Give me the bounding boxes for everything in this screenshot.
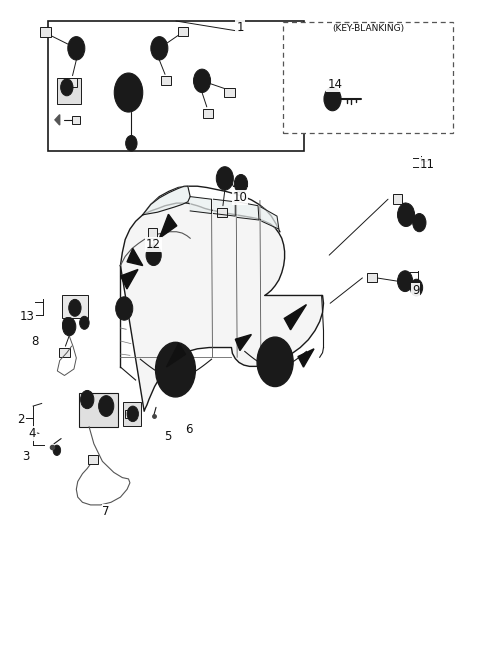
Circle shape <box>114 73 143 112</box>
Bar <box>48 21 304 151</box>
Circle shape <box>402 277 408 285</box>
Circle shape <box>67 323 72 331</box>
Text: 4: 4 <box>28 427 36 440</box>
Circle shape <box>151 251 156 259</box>
Circle shape <box>413 213 426 232</box>
Bar <box>59 348 70 358</box>
Circle shape <box>161 350 190 389</box>
Polygon shape <box>237 202 259 220</box>
Polygon shape <box>127 249 143 266</box>
Polygon shape <box>120 270 138 289</box>
Bar <box>79 393 118 427</box>
Text: 1: 1 <box>236 21 244 34</box>
Text: 8: 8 <box>31 335 39 348</box>
Bar <box>224 88 235 97</box>
Circle shape <box>328 93 337 105</box>
Text: 5: 5 <box>164 430 171 443</box>
Text: 7: 7 <box>102 505 110 518</box>
Circle shape <box>414 284 419 291</box>
Circle shape <box>80 316 89 329</box>
Circle shape <box>146 245 161 266</box>
Text: 12: 12 <box>146 238 161 251</box>
Circle shape <box>62 318 76 336</box>
Circle shape <box>221 174 228 183</box>
Bar <box>203 109 213 118</box>
Circle shape <box>156 44 163 53</box>
Bar <box>57 77 81 104</box>
Circle shape <box>397 203 415 226</box>
Circle shape <box>193 69 211 92</box>
Circle shape <box>269 354 281 370</box>
Bar <box>72 116 80 124</box>
Circle shape <box>72 304 77 311</box>
Circle shape <box>263 345 288 379</box>
Bar <box>40 28 51 37</box>
Text: 9: 9 <box>412 284 420 297</box>
Circle shape <box>199 76 205 85</box>
Bar <box>283 22 454 133</box>
Circle shape <box>234 174 248 193</box>
Bar <box>66 77 77 87</box>
Polygon shape <box>235 335 252 350</box>
Circle shape <box>417 219 422 226</box>
Polygon shape <box>55 115 60 125</box>
Text: 3: 3 <box>22 449 29 462</box>
Circle shape <box>68 37 85 60</box>
Polygon shape <box>214 199 235 216</box>
Circle shape <box>69 299 81 316</box>
Text: 13: 13 <box>20 310 35 323</box>
Text: 2: 2 <box>17 413 24 426</box>
Bar <box>88 455 98 464</box>
Circle shape <box>73 44 80 53</box>
Circle shape <box>64 84 69 91</box>
Circle shape <box>397 271 413 291</box>
Circle shape <box>216 167 233 190</box>
Text: 14: 14 <box>327 77 342 91</box>
Bar <box>217 208 227 216</box>
Polygon shape <box>120 203 324 411</box>
Polygon shape <box>190 197 212 213</box>
Polygon shape <box>284 304 306 330</box>
Bar <box>148 228 157 237</box>
Circle shape <box>168 360 182 379</box>
Circle shape <box>257 337 293 386</box>
Circle shape <box>83 320 86 325</box>
Circle shape <box>151 37 168 60</box>
Circle shape <box>122 84 135 101</box>
Circle shape <box>84 396 90 403</box>
Text: 10: 10 <box>233 192 247 205</box>
Bar <box>125 410 135 418</box>
Bar <box>161 76 171 85</box>
Circle shape <box>116 297 133 320</box>
Circle shape <box>410 279 423 296</box>
Circle shape <box>126 136 137 151</box>
Circle shape <box>126 89 131 96</box>
Circle shape <box>81 390 94 409</box>
Text: 6: 6 <box>185 423 192 436</box>
Text: 11: 11 <box>420 157 435 171</box>
Polygon shape <box>261 207 279 229</box>
Text: (KEY-BLANKING): (KEY-BLANKING) <box>332 24 404 33</box>
Polygon shape <box>159 215 177 238</box>
Bar <box>393 194 402 204</box>
Bar <box>178 27 188 36</box>
Bar <box>61 295 88 318</box>
Bar <box>123 402 141 426</box>
Circle shape <box>53 445 60 455</box>
Circle shape <box>65 321 69 327</box>
Circle shape <box>156 342 195 397</box>
Circle shape <box>98 396 114 417</box>
Circle shape <box>238 180 244 187</box>
Polygon shape <box>167 343 185 367</box>
Polygon shape <box>298 349 314 367</box>
Circle shape <box>60 79 73 96</box>
Circle shape <box>324 87 341 111</box>
Polygon shape <box>143 186 190 215</box>
Bar <box>367 274 377 283</box>
Circle shape <box>103 402 109 410</box>
Circle shape <box>62 318 72 331</box>
Circle shape <box>403 210 409 220</box>
Circle shape <box>127 406 138 422</box>
